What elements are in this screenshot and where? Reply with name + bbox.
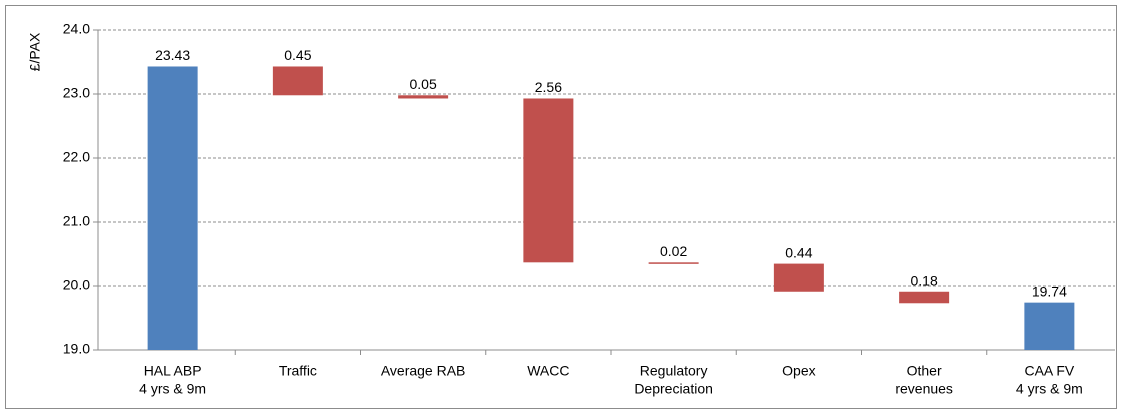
change-bar xyxy=(398,95,449,99)
y-tick-label: 24.0 xyxy=(63,21,90,37)
x-tick-label: Average RAB xyxy=(381,363,466,379)
y-tick-label: 20.0 xyxy=(63,277,90,293)
y-tick-label: 23.0 xyxy=(63,85,90,101)
value-label: 0.44 xyxy=(785,244,812,260)
y-axis-label: £/PAX xyxy=(27,32,43,71)
y-tick-label: 21.0 xyxy=(63,213,90,229)
x-tick-label: WACC xyxy=(527,363,569,379)
value-label: 19.74 xyxy=(1032,283,1067,299)
x-tick-label: CAA FV xyxy=(1024,363,1074,379)
x-tick-label: HAL ABP xyxy=(144,363,202,379)
change-bar xyxy=(773,263,824,292)
value-label: 23.43 xyxy=(155,47,190,63)
x-tick-label: Opex xyxy=(782,363,815,379)
x-tick-label: Depreciation xyxy=(634,381,713,397)
y-tick-label: 22.0 xyxy=(63,149,90,165)
total-bar xyxy=(1024,302,1075,350)
x-tick-label: 4 yrs & 9m xyxy=(139,381,206,397)
change-bar xyxy=(523,98,574,263)
x-tick-label: revenues xyxy=(895,381,953,397)
value-label: 0.45 xyxy=(284,47,311,63)
x-tick-label: Other xyxy=(907,363,942,379)
change-bar xyxy=(648,262,699,264)
value-label: 0.05 xyxy=(410,76,437,92)
value-label: 0.18 xyxy=(911,272,938,288)
change-bar xyxy=(899,291,950,304)
x-tick-label: 4 yrs & 9m xyxy=(1016,381,1083,397)
y-tick-label: 19.0 xyxy=(63,341,90,357)
value-label: 2.56 xyxy=(535,79,562,95)
x-tick-label: Traffic xyxy=(279,363,317,379)
change-bar xyxy=(272,66,323,96)
value-label: 0.02 xyxy=(660,243,687,259)
x-tick-label: Regulatory xyxy=(640,363,708,379)
total-bar xyxy=(147,66,198,350)
